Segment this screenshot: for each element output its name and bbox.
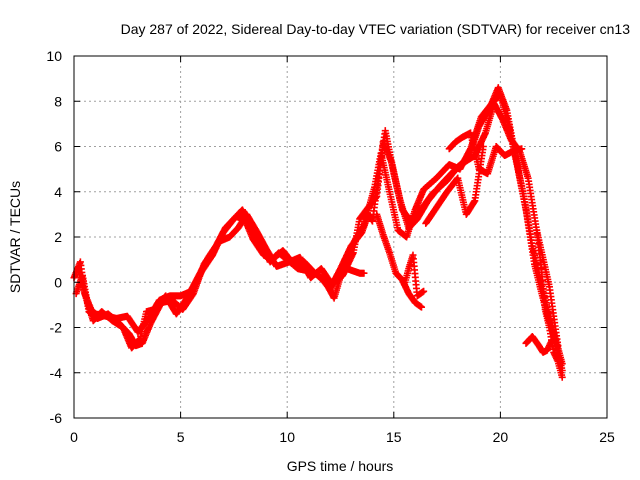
data-point	[479, 143, 487, 150]
x-tick-label: 15	[386, 429, 402, 445]
series-track-4	[373, 210, 426, 311]
data-point	[418, 303, 426, 311]
x-tick-label: 25	[599, 429, 615, 445]
data-point	[420, 287, 428, 295]
y-tick-label: 2	[54, 229, 62, 245]
x-tick-label: 5	[177, 429, 185, 445]
x-tick-label: 20	[493, 429, 509, 445]
y-tick-label: 4	[54, 184, 62, 200]
y-tick-label: -2	[50, 320, 63, 336]
chart-title: Day 287 of 2022, Sidereal Day-to-day VTE…	[121, 21, 631, 37]
series-track-6	[337, 265, 368, 282]
series-track-3	[74, 100, 562, 352]
y-tick-label: 8	[54, 93, 62, 109]
data-point	[558, 373, 566, 381]
series-track-5	[400, 251, 428, 300]
y-tick-label: 6	[54, 139, 62, 155]
x-tick-label: 0	[70, 429, 78, 445]
series-track-2	[72, 90, 566, 374]
y-tick-label: 0	[54, 274, 62, 290]
y-tick-labels: -6 -4 -2 0 2 4 6 8 10	[46, 48, 62, 426]
data-points	[70, 84, 566, 381]
y-tick-label: 10	[46, 48, 62, 64]
series-track-7	[422, 143, 487, 227]
x-tick-label: 10	[279, 429, 295, 445]
series-track-10	[533, 226, 566, 381]
axis-ticks	[73, 55, 608, 419]
x-tick-labels: 0 5 10 15 20 25	[70, 429, 615, 445]
y-axis-label: SDTVAR / TECUs	[7, 181, 23, 293]
data-point	[518, 145, 526, 153]
series-track-9	[522, 333, 556, 356]
y-tick-label: -6	[50, 410, 63, 426]
series-track-8	[445, 129, 526, 178]
y-tick-label: -4	[50, 365, 63, 381]
x-axis-label: GPS time / hours	[287, 458, 394, 474]
data-point	[360, 269, 368, 277]
